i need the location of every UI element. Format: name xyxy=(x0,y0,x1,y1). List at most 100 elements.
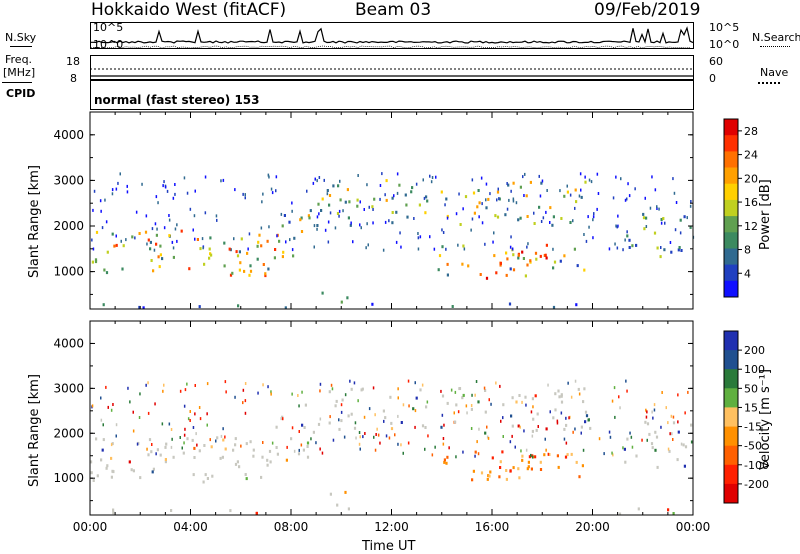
velocity-cell xyxy=(198,449,201,453)
power-cell xyxy=(512,253,515,257)
power-cell xyxy=(417,236,420,240)
power-cell xyxy=(267,173,270,177)
velocity-cell xyxy=(319,417,322,421)
velocity-cell xyxy=(476,440,478,444)
velocity-cell xyxy=(651,410,653,414)
power-cell xyxy=(267,267,270,271)
velocity-cell xyxy=(331,387,334,391)
velocity-cell xyxy=(536,412,539,416)
power-cell xyxy=(596,172,599,176)
velocity-cell xyxy=(179,436,181,439)
velocity-cell xyxy=(341,398,344,402)
power-cell xyxy=(291,209,293,213)
power-cell xyxy=(512,181,515,185)
power-cell xyxy=(563,194,566,198)
velocity-cell xyxy=(425,405,428,409)
power-cell xyxy=(120,239,122,243)
power-cell xyxy=(260,244,263,248)
velocity-cell xyxy=(690,440,693,444)
power-colorbar-swatch xyxy=(724,248,738,266)
power-cell xyxy=(111,192,114,196)
velocity-cell xyxy=(225,390,227,394)
velocity-cell xyxy=(267,385,269,389)
velocity-cell xyxy=(646,438,648,442)
velocity-cell xyxy=(495,381,497,385)
power-cell xyxy=(381,172,383,176)
power-cell xyxy=(360,226,362,230)
velocity-cell xyxy=(419,388,422,392)
power-cell xyxy=(155,242,158,246)
power-cell xyxy=(243,269,246,273)
velocity-cell xyxy=(525,403,527,407)
power-cell xyxy=(321,197,324,201)
velocity-cell xyxy=(560,394,563,398)
power-cell xyxy=(327,220,330,224)
ytick-label: 1000 xyxy=(53,265,84,279)
power-cell xyxy=(659,255,662,259)
power-cell xyxy=(313,245,315,249)
power-cell xyxy=(563,254,566,258)
velocity-cell xyxy=(687,390,689,394)
velocity-cell xyxy=(532,455,535,459)
power-cell xyxy=(111,232,114,236)
velocity-cell xyxy=(301,390,303,394)
power-cell xyxy=(183,176,186,180)
power-cell xyxy=(125,238,127,242)
power-cell xyxy=(395,240,398,244)
velocity-cell xyxy=(286,445,288,449)
velocity-colorbar-swatch xyxy=(724,388,738,408)
velocity-cell xyxy=(470,427,473,430)
power-cell xyxy=(93,189,96,193)
power-cell xyxy=(459,223,462,226)
power-cell xyxy=(385,179,388,183)
velocity-cell xyxy=(520,449,522,453)
power-cell xyxy=(149,240,152,244)
power-cell xyxy=(455,212,458,216)
power-cell xyxy=(260,226,263,230)
power-cell xyxy=(144,230,148,234)
power-cell xyxy=(264,272,267,276)
velocity-colorbar-swatch xyxy=(724,464,738,485)
velocity-cell xyxy=(631,445,634,449)
power-cell xyxy=(566,184,568,188)
power-cell xyxy=(489,192,491,196)
velocity-cell xyxy=(483,386,486,390)
power-cell xyxy=(261,200,263,204)
velocity-cell xyxy=(564,455,568,459)
power-cell xyxy=(549,206,552,210)
velocity-cell xyxy=(672,415,675,419)
power-cell xyxy=(142,306,145,310)
velocity-cell xyxy=(266,458,269,462)
power-cell xyxy=(495,271,498,275)
noise-top-tick-right: 10^5 xyxy=(709,21,740,34)
power-cell xyxy=(340,300,343,304)
velocity-cell xyxy=(304,403,307,407)
velocity-cell xyxy=(317,422,321,426)
velocity-cell xyxy=(462,450,464,454)
power-colorbar-swatch xyxy=(724,199,738,217)
velocity-cell xyxy=(206,412,208,416)
velocity-cell xyxy=(359,447,361,451)
power-cell xyxy=(176,223,178,227)
velocity-cell xyxy=(623,447,626,451)
velocity-cell xyxy=(654,448,657,452)
velocity-cell xyxy=(112,511,115,515)
velocity-cell xyxy=(603,452,605,456)
velocity-cell xyxy=(150,450,153,454)
power-cell xyxy=(484,242,486,246)
power-cell xyxy=(359,223,361,227)
power-cell xyxy=(365,246,367,250)
power-cell xyxy=(539,194,542,198)
velocity-cell xyxy=(102,423,104,427)
velocity-cell xyxy=(527,465,530,469)
power-cell xyxy=(307,214,310,218)
velocity-cell xyxy=(412,407,415,411)
power-cell xyxy=(166,189,169,193)
velocity-cell xyxy=(195,432,197,436)
power-cell xyxy=(628,194,631,198)
velocity-cell xyxy=(244,382,247,385)
velocity-cell xyxy=(221,455,224,459)
velocity-cell xyxy=(543,453,546,457)
power-cell xyxy=(654,188,657,192)
velocity-cell xyxy=(407,441,410,445)
